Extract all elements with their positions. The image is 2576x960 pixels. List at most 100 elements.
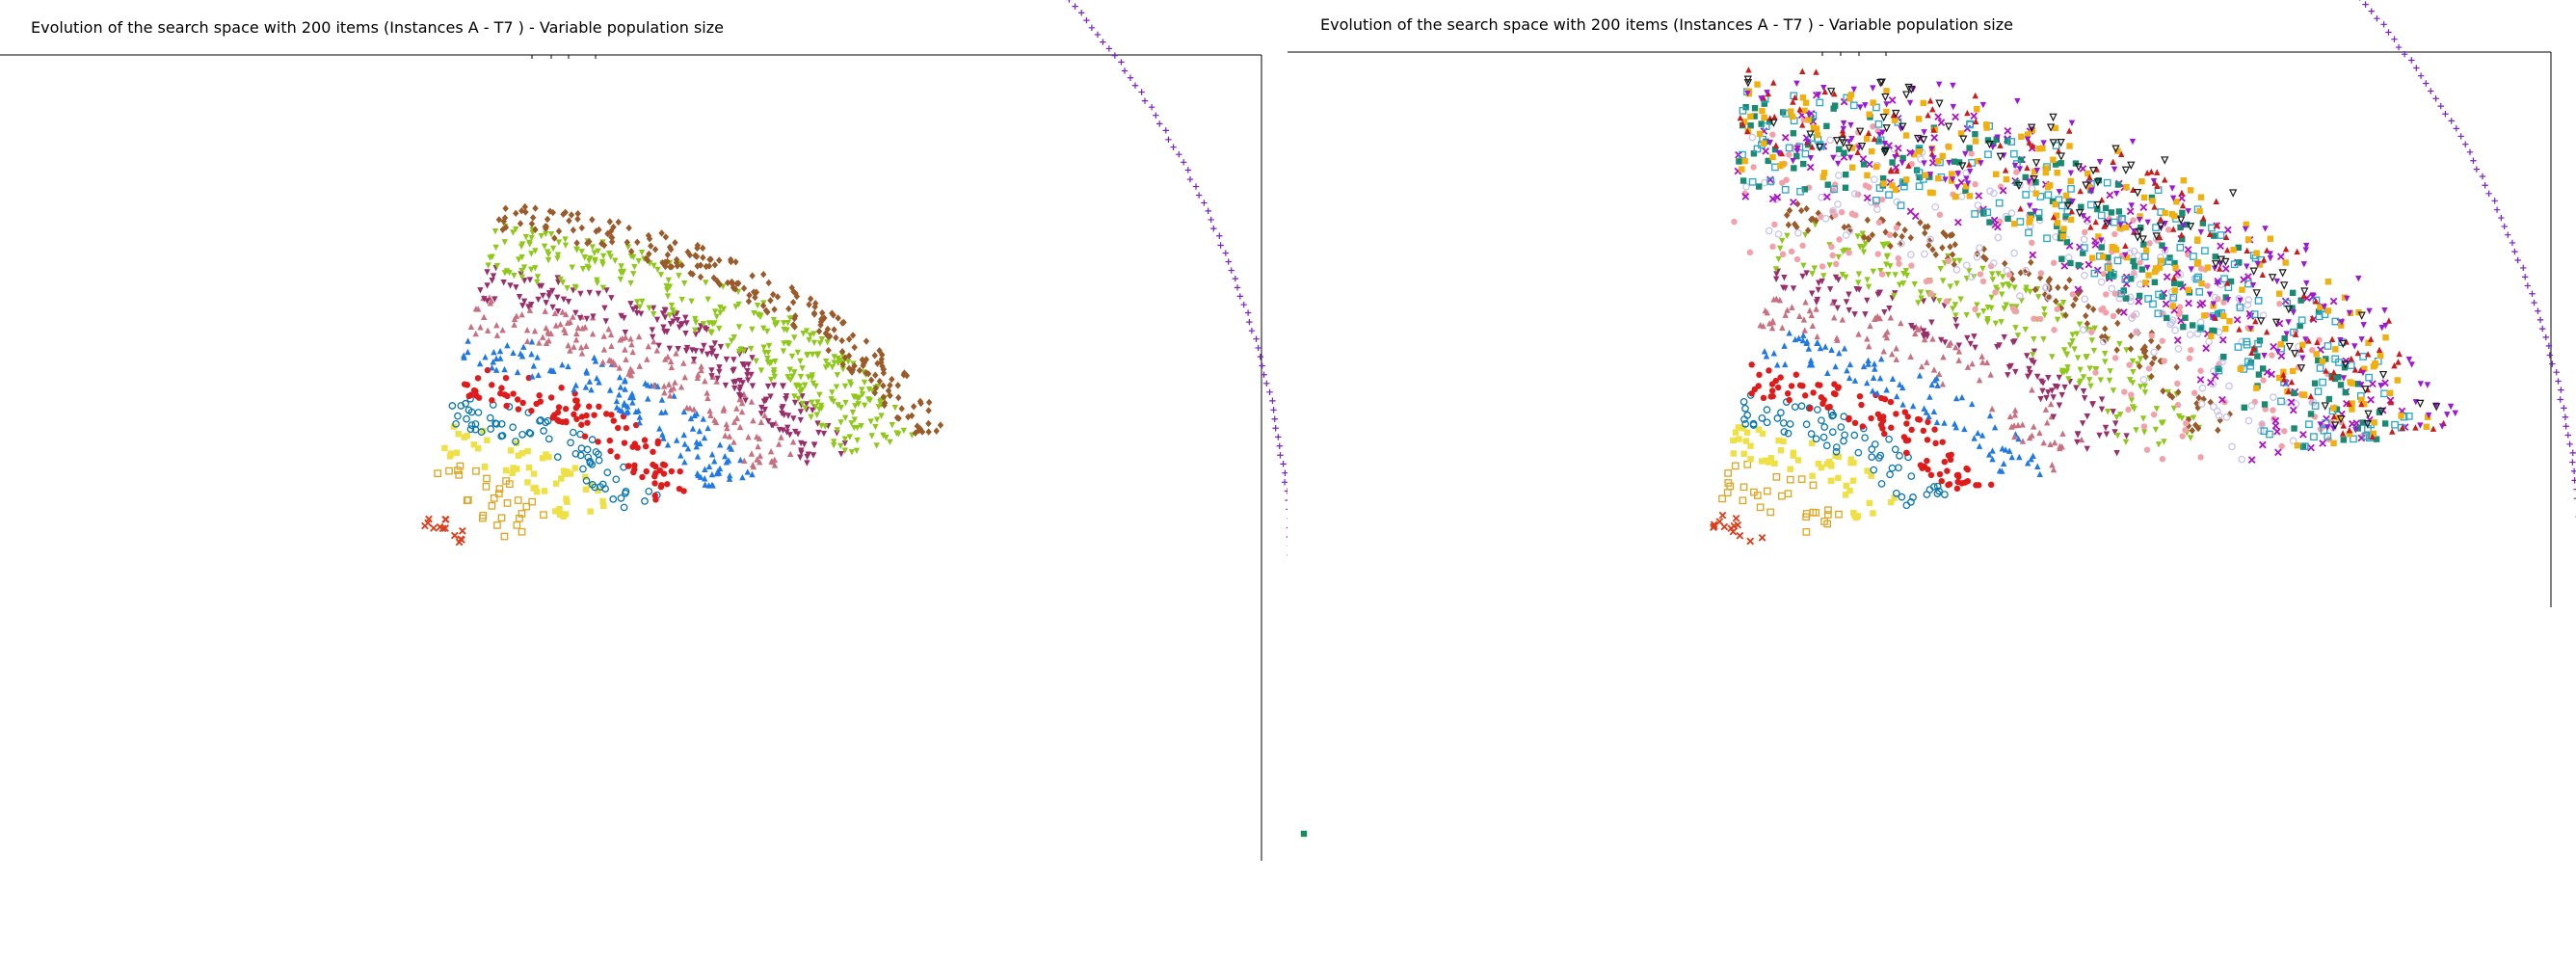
data-point-plus-0 <box>1286 526 1288 529</box>
data-point-circle-5 <box>1908 426 1915 434</box>
data-point-triangle-6 <box>465 337 471 344</box>
data-point-triangle-down-9 <box>664 293 672 300</box>
data-point-hollow-square-15 <box>2300 442 2309 450</box>
data-point-diamond-10 <box>528 220 536 227</box>
data-point-circle-5 <box>1954 478 1961 486</box>
data-point-triangle-7 <box>787 450 794 458</box>
data-point-triangle-17 <box>2367 335 2375 342</box>
data-point-diamond-10 <box>2036 274 2044 281</box>
data-point-diamond-10 <box>529 214 537 222</box>
data-point-triangle-down-8 <box>659 310 667 317</box>
data-point-square-16 <box>2173 199 2180 205</box>
data-point-triangle-down-9 <box>829 389 836 396</box>
data-point-triangle-down-18 <box>2210 301 2217 307</box>
data-point-square-14 <box>1766 119 1773 125</box>
data-point-triangle-7 <box>531 328 539 334</box>
data-point-x-1 <box>458 536 465 544</box>
data-point-square-16 <box>1759 107 1766 115</box>
data-point-triangle-down-8 <box>2080 388 2087 395</box>
data-point-triangle-down-18 <box>2206 291 2214 298</box>
data-point-triangle-6 <box>693 443 700 450</box>
data-point-hollow-triangle-down-19 <box>1839 139 1847 147</box>
data-point-circle-5 <box>1932 440 1939 447</box>
data-point-triangle-17 <box>2087 224 2094 230</box>
data-point-diamond-10 <box>544 215 551 224</box>
data-point-triangle-down-8 <box>1809 290 1816 297</box>
data-point-diamond-10 <box>1869 231 1876 239</box>
data-point-square-16 <box>1939 152 1946 160</box>
data-point-x-13 <box>2319 440 2326 447</box>
data-point-hollow-circle-4 <box>1763 418 1771 427</box>
data-point-triangle-down-18 <box>2290 309 2297 316</box>
data-point-circle-11 <box>2081 228 2088 236</box>
data-point-triangle-17 <box>1966 161 1973 168</box>
data-point-triangle-down-9 <box>2069 338 2076 345</box>
data-point-hollow-circle-4 <box>622 488 630 495</box>
data-point-diamond-10 <box>1980 245 1987 253</box>
data-point-triangle-7 <box>672 379 678 386</box>
data-point-triangle-down-8 <box>618 312 624 320</box>
data-point-hollow-triangle-down-19 <box>1743 79 1753 88</box>
data-point-triangle-down-9 <box>1903 272 1911 280</box>
data-point-triangle-down-9 <box>1952 302 1959 308</box>
data-point-square-3 <box>558 475 565 482</box>
data-point-triangle-down-9 <box>1995 271 2002 278</box>
data-point-triangle-down-9 <box>711 320 718 327</box>
data-point-hollow-circle-4 <box>1797 402 1806 411</box>
data-point-diamond-10 <box>646 235 653 243</box>
data-point-square-16 <box>2324 279 2332 285</box>
data-point-triangle-down-8 <box>2043 394 2050 402</box>
data-point-diamond-10 <box>1786 206 1793 215</box>
data-point-triangle-down-9 <box>872 423 879 431</box>
data-point-square-16 <box>2244 236 2252 243</box>
data-point-hollow-square-2 <box>490 494 498 502</box>
data-point-triangle-down-8 <box>2056 402 2063 409</box>
data-point-circle-11 <box>2164 227 2172 233</box>
data-point-triangle-down-9 <box>878 413 885 419</box>
data-point-triangle-down-9 <box>784 374 791 381</box>
data-point-triangle-down-8 <box>2061 384 2068 391</box>
data-point-hollow-circle-12 <box>2045 293 2053 302</box>
data-point-square-16 <box>2145 272 2152 279</box>
data-point-hollow-square-2 <box>445 467 453 475</box>
data-point-circle-11 <box>2197 454 2204 461</box>
data-point-triangle-down-9 <box>818 405 825 412</box>
data-point-square-16 <box>2277 341 2284 348</box>
data-point-triangle-down-9 <box>2133 427 2139 434</box>
data-point-triangle-17 <box>2179 201 2187 209</box>
data-point-triangle-down-9 <box>853 447 861 454</box>
data-point-triangle-down-9 <box>2127 377 2134 384</box>
data-point-square-16 <box>2140 194 2148 201</box>
data-point-circle-11 <box>1987 262 1995 270</box>
data-point-triangle-17 <box>1799 67 1806 75</box>
data-point-hollow-square-15 <box>2331 355 2340 363</box>
data-point-diamond-10 <box>2102 325 2109 333</box>
data-point-triangle-6 <box>1800 332 1807 338</box>
data-point-plus-0 <box>1275 434 1282 440</box>
data-point-circle-11 <box>2098 307 2105 313</box>
data-point-square-14 <box>2136 292 2143 300</box>
data-point-triangle-7 <box>771 462 779 468</box>
data-point-square-16 <box>2138 177 2145 185</box>
data-point-triangle-down-9 <box>589 244 597 251</box>
data-point-triangle-down-8 <box>803 401 810 408</box>
data-point-hollow-circle-4 <box>1780 428 1789 436</box>
data-point-hollow-circle-4 <box>1854 448 1863 457</box>
data-point-square-14 <box>1830 105 1837 112</box>
data-point-hollow-square-15 <box>1872 197 1880 204</box>
data-point-square-16 <box>1761 140 1767 147</box>
data-point-square-14 <box>2211 232 2217 239</box>
data-point-triangle-down-8 <box>809 407 816 413</box>
data-point-triangle-down-18 <box>1793 80 1800 87</box>
data-point-triangle-7 <box>1929 335 1936 342</box>
data-point-square-14 <box>2080 250 2086 256</box>
data-point-triangle-7 <box>607 331 615 338</box>
data-point-hollow-triangle-down-19 <box>2161 156 2169 165</box>
data-point-triangle-down-9 <box>639 298 646 306</box>
data-point-diamond-10 <box>686 251 694 259</box>
data-point-triangle-down-18 <box>2285 319 2292 326</box>
data-point-hollow-square-15 <box>2194 273 2202 281</box>
data-point-triangle-down-9 <box>1956 257 1963 264</box>
data-point-plus-0 <box>2569 459 2576 466</box>
data-point-triangle-down-18 <box>2247 326 2254 333</box>
